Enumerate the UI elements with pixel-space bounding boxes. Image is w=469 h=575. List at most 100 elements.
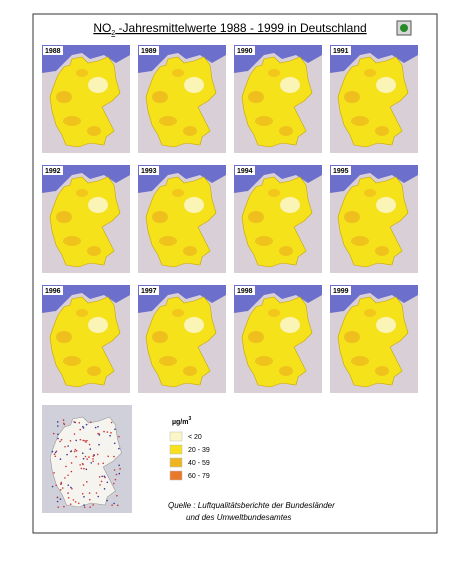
- station: [82, 425, 84, 428]
- map-panel: 1990: [234, 45, 322, 153]
- station: [54, 455, 57, 458]
- station: [83, 495, 85, 498]
- station: [113, 502, 115, 505]
- station: [92, 458, 94, 460]
- map: [42, 285, 130, 393]
- legend-swatch: [169, 444, 183, 455]
- station: [64, 477, 66, 479]
- year-label: 1989: [141, 48, 157, 55]
- frame: [32, 13, 438, 534]
- station: [82, 484, 85, 486]
- station: [66, 453, 68, 456]
- map: [138, 285, 226, 393]
- year-label: 1990: [237, 48, 253, 55]
- station: [85, 441, 87, 443]
- map-panel: 1995: [330, 165, 418, 273]
- year-box: [43, 166, 63, 175]
- station: [59, 458, 62, 460]
- station: [60, 482, 63, 485]
- station: [89, 448, 92, 450]
- station: [111, 504, 113, 507]
- station: [116, 504, 119, 507]
- station: [75, 439, 77, 442]
- year-box: [331, 46, 351, 55]
- map: [330, 165, 418, 273]
- station: [103, 475, 106, 478]
- station: [104, 476, 106, 479]
- station: [116, 494, 118, 497]
- map: [234, 45, 322, 153]
- station: [118, 472, 121, 475]
- station: [98, 476, 101, 478]
- map-panel: 1991: [330, 45, 418, 153]
- map-panel: 1993: [138, 165, 226, 273]
- station: [63, 422, 65, 425]
- station: [107, 455, 109, 458]
- year-box: [43, 286, 63, 295]
- legend-label: 40 - 59: [188, 460, 210, 467]
- station: [70, 462, 73, 464]
- station: [83, 504, 85, 506]
- station: [101, 475, 103, 478]
- station: [84, 455, 87, 458]
- map: [234, 165, 322, 273]
- legend-label: 20 - 39: [188, 447, 210, 454]
- station: [118, 435, 120, 438]
- map: [138, 45, 226, 153]
- station: [63, 505, 65, 508]
- station: [79, 464, 81, 466]
- map: [42, 45, 130, 153]
- station: [73, 433, 76, 435]
- station: [73, 450, 76, 453]
- station: [83, 467, 85, 470]
- station: [67, 445, 69, 447]
- station: [57, 425, 59, 427]
- station: [74, 448, 77, 451]
- year-label: 1988: [45, 48, 61, 55]
- station: [57, 506, 60, 508]
- year-label: 1997: [141, 288, 157, 295]
- station: [64, 445, 66, 448]
- station: [81, 462, 84, 465]
- title-text: NO: [93, 21, 111, 35]
- station: [51, 485, 54, 488]
- station: [96, 453, 99, 456]
- station: [85, 468, 88, 471]
- station: [97, 425, 99, 428]
- station: [112, 482, 115, 485]
- station: [102, 462, 105, 465]
- station: [97, 463, 100, 465]
- station: [55, 484, 58, 487]
- title-subscript: 2: [111, 30, 115, 37]
- station: [79, 438, 82, 441]
- station: [67, 497, 70, 499]
- map: [42, 165, 130, 273]
- legend-swatch: [169, 431, 183, 442]
- legend-swatch: [169, 470, 183, 481]
- station: [52, 432, 55, 435]
- logo-mark: [400, 24, 408, 32]
- title: NO2 -Jahresmittelwerte 1988 - 1999 in De…: [93, 21, 366, 37]
- station: [78, 422, 81, 424]
- station: [99, 484, 101, 486]
- station: [67, 484, 70, 486]
- station: [95, 492, 98, 494]
- map-panel: 1999: [330, 285, 418, 393]
- station: [82, 427, 85, 429]
- station: [57, 433, 59, 436]
- station: [75, 455, 77, 458]
- station: [72, 499, 75, 501]
- map: [330, 285, 418, 393]
- station: [86, 481, 88, 483]
- unit-sup: 3: [188, 416, 191, 422]
- year-label: 1992: [45, 168, 61, 175]
- station: [74, 501, 77, 503]
- stations: [51, 419, 121, 508]
- station: [65, 465, 67, 468]
- station: [97, 432, 99, 435]
- map: [330, 45, 418, 153]
- station: [88, 456, 90, 458]
- legend-unit: µg/m3: [172, 416, 191, 426]
- map-panel: 1988: [42, 45, 130, 153]
